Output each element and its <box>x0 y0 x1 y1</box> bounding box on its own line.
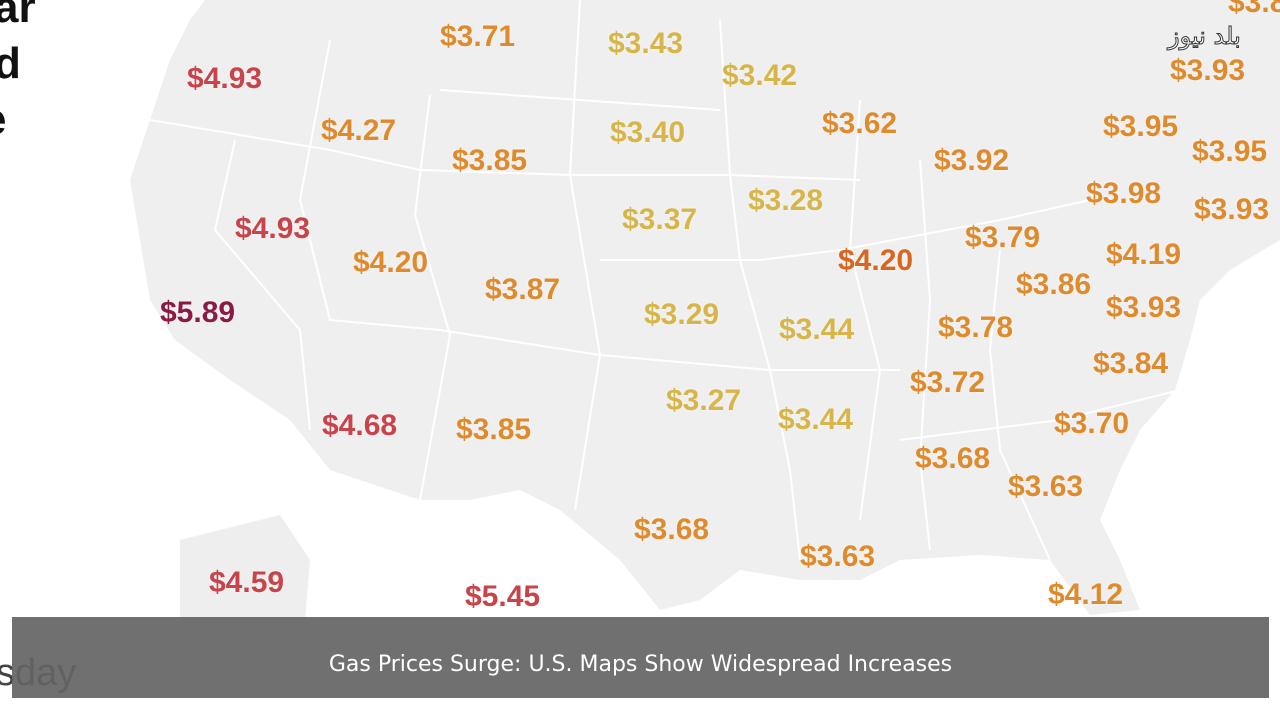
channel-watermark: بلد نيوز <box>1168 22 1242 51</box>
state-price-label: $3.44 <box>779 313 855 346</box>
alaska-shape <box>180 515 310 620</box>
state-price-label: $3.43 <box>608 27 684 60</box>
state-price-label: $3.68 <box>634 513 710 546</box>
state-price-label: $3.8 <box>1228 0 1280 19</box>
state-price-label: $3.95 <box>1192 135 1268 168</box>
state-price-label: $3.37 <box>622 203 698 236</box>
state-price-label: $3.79 <box>965 221 1041 254</box>
caption-bar: Gas Prices Surge: U.S. Maps Show Widespr… <box>12 617 1269 698</box>
state-price-label: $3.85 <box>452 144 528 177</box>
state-price-label: $3.87 <box>485 273 561 306</box>
state-price-label: $4.68 <box>322 409 398 442</box>
state-price-label: $3.86 <box>1016 268 1092 301</box>
state-price-label: $3.93 <box>1194 193 1270 226</box>
state-price-label: $4.93 <box>235 212 311 245</box>
title-fragment: e <box>0 96 6 144</box>
caption-text: Gas Prices Surge: U.S. Maps Show Widespr… <box>328 652 953 677</box>
state-price-label: $3.70 <box>1054 407 1130 440</box>
state-price-label: $3.62 <box>822 107 898 140</box>
state-price-label: $4.20 <box>838 244 914 277</box>
state-price-label: $5.89 <box>160 296 236 329</box>
state-price-label: $3.84 <box>1093 347 1169 380</box>
state-price-label: $3.27 <box>666 384 742 417</box>
state-price-label: $4.20 <box>353 246 429 279</box>
state-price-label: $3.78 <box>938 311 1014 344</box>
title-fragment: ar <box>0 0 36 32</box>
state-price-label: $4.59 <box>209 566 285 599</box>
state-price-label: $3.68 <box>915 442 991 475</box>
state-price-label: $3.42 <box>722 59 798 92</box>
state-price-label: $4.12 <box>1048 578 1124 611</box>
state-price-label: $4.93 <box>187 62 263 95</box>
state-price-label: $5.45 <box>465 580 541 613</box>
state-price-label: $3.28 <box>748 184 824 217</box>
state-price-label: $4.19 <box>1106 238 1182 271</box>
state-price-label: $3.92 <box>934 144 1010 177</box>
state-price-label: $3.63 <box>800 540 876 573</box>
state-price-label: $3.98 <box>1086 177 1162 210</box>
state-price-label: $3.95 <box>1103 110 1179 143</box>
state-price-label: $3.71 <box>440 20 516 53</box>
state-price-label: $3.93 <box>1106 291 1182 324</box>
state-price-label: $3.63 <box>1008 470 1084 503</box>
state-price-label: $3.72 <box>910 366 986 399</box>
state-borders <box>149 0 1181 561</box>
us-mainland-shape <box>130 0 1280 615</box>
state-price-label: $3.85 <box>456 413 532 446</box>
title-fragment: d <box>0 39 21 88</box>
state-price-label: $4.27 <box>321 114 397 147</box>
state-price-label: $3.40 <box>610 116 686 149</box>
state-price-label: $3.93 <box>1170 54 1246 87</box>
state-price-label: $3.29 <box>644 298 720 331</box>
state-price-label: $3.44 <box>778 403 854 436</box>
